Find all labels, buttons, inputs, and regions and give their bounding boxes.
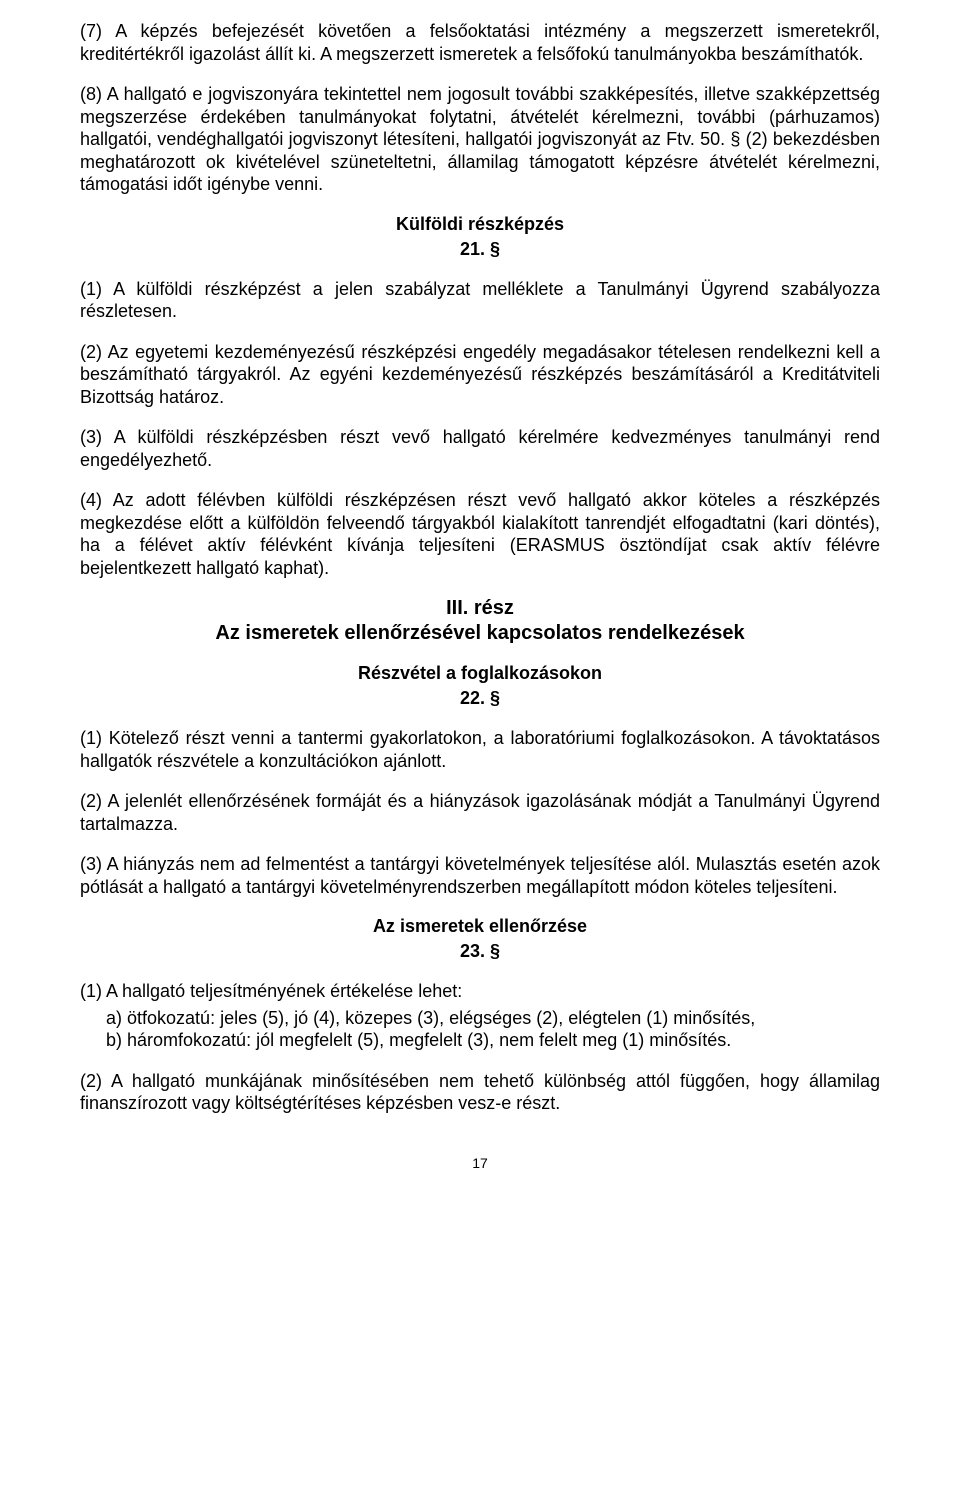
- paragraph-21-1: (1) A külföldi részképzést a jelen szabá…: [80, 278, 880, 323]
- paragraph-22-1: (1) Kötelező részt venni a tantermi gyak…: [80, 727, 880, 772]
- paragraph-23-2: (2) A hallgató munkájának minősítésében …: [80, 1070, 880, 1115]
- paragraph-23-1: (1) A hallgató teljesítményének értékelé…: [80, 980, 880, 1003]
- heading-21-num: 21. §: [80, 239, 880, 260]
- paragraph-21-2: (2) Az egyetemi kezdeményezésű részképzé…: [80, 341, 880, 409]
- page-number: 17: [80, 1155, 880, 1171]
- sublist-23-1: a) ötfokozatú: jeles (5), jó (4), közepe…: [80, 1007, 880, 1052]
- document-page: (7) A képzés befejezését követően a fels…: [0, 0, 960, 1211]
- paragraph-7: (7) A képzés befejezését követően a fels…: [80, 20, 880, 65]
- paragraph-22-3: (3) A hiányzás nem ad felmentést a tantá…: [80, 853, 880, 898]
- part-3-subtitle: Az ismeretek ellenőrzésével kapcsolatos …: [80, 622, 880, 645]
- paragraph-21-4: (4) Az adott félévben külföldi részképzé…: [80, 489, 880, 579]
- paragraph-21-3: (3) A külföldi részképzésben részt vevő …: [80, 426, 880, 471]
- paragraph-8: (8) A hallgató e jogviszonyára tekintett…: [80, 83, 880, 196]
- sublist-item-a: a) ötfokozatú: jeles (5), jó (4), közepe…: [106, 1007, 880, 1030]
- heading-21-title: Külföldi részképzés: [80, 214, 880, 235]
- heading-23-title: Az ismeretek ellenőrzése: [80, 916, 880, 937]
- part-3-title: III. rész: [80, 597, 880, 620]
- heading-23-num: 23. §: [80, 941, 880, 962]
- heading-22-title: Részvétel a foglalkozásokon: [80, 663, 880, 684]
- paragraph-22-2: (2) A jelenlét ellenőrzésének formáját é…: [80, 790, 880, 835]
- sublist-item-b: b) háromfokozatú: jól megfelelt (5), meg…: [106, 1029, 880, 1052]
- heading-22-num: 22. §: [80, 688, 880, 709]
